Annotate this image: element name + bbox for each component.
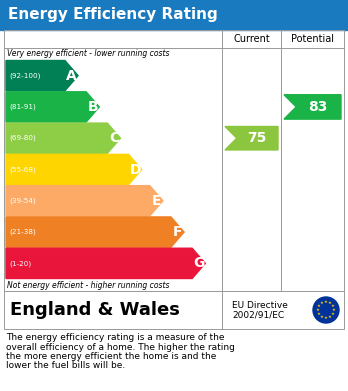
- Text: (39-54): (39-54): [9, 197, 36, 204]
- Text: Very energy efficient - lower running costs: Very energy efficient - lower running co…: [7, 50, 169, 59]
- Text: England & Wales: England & Wales: [10, 301, 180, 319]
- Text: the more energy efficient the home is and the: the more energy efficient the home is an…: [6, 352, 216, 361]
- Text: (92-100): (92-100): [9, 72, 40, 79]
- Text: F: F: [173, 225, 182, 239]
- Text: A: A: [66, 69, 77, 83]
- Text: ★: ★: [324, 316, 328, 320]
- Polygon shape: [225, 126, 278, 150]
- Text: Energy Efficiency Rating: Energy Efficiency Rating: [8, 7, 218, 23]
- Circle shape: [313, 297, 339, 323]
- Text: The energy efficiency rating is a measure of the: The energy efficiency rating is a measur…: [6, 333, 224, 342]
- Text: ★: ★: [332, 308, 336, 312]
- Text: ★: ★: [331, 304, 335, 308]
- Polygon shape: [6, 186, 163, 216]
- Text: G: G: [193, 256, 204, 270]
- Text: (55-68): (55-68): [9, 166, 36, 173]
- Bar: [4, 30, 344, 291]
- Text: Potential: Potential: [291, 34, 334, 44]
- Polygon shape: [284, 95, 341, 119]
- Text: overall efficiency of a home. The higher the rating: overall efficiency of a home. The higher…: [6, 343, 235, 352]
- Text: ★: ★: [317, 312, 321, 316]
- Text: B: B: [87, 100, 98, 114]
- Text: (21-38): (21-38): [9, 229, 36, 235]
- Text: ★: ★: [331, 312, 335, 316]
- Text: ★: ★: [316, 308, 320, 312]
- Polygon shape: [6, 61, 78, 91]
- Polygon shape: [6, 248, 205, 278]
- Polygon shape: [6, 154, 142, 185]
- Text: (81-91): (81-91): [9, 104, 36, 110]
- Bar: [0, 0, 348, 30]
- Polygon shape: [6, 92, 99, 122]
- Text: EU Directive: EU Directive: [232, 301, 288, 310]
- Bar: [4, 291, 344, 329]
- Text: ★: ★: [324, 300, 328, 304]
- Text: Current: Current: [233, 34, 270, 44]
- Text: D: D: [129, 163, 141, 176]
- Text: C: C: [109, 131, 119, 145]
- Text: ★: ★: [317, 304, 321, 308]
- Text: 75: 75: [247, 131, 267, 145]
- Text: 2002/91/EC: 2002/91/EC: [232, 310, 284, 319]
- Text: lower the fuel bills will be.: lower the fuel bills will be.: [6, 362, 125, 371]
- Text: ★: ★: [320, 315, 324, 319]
- Text: (1-20): (1-20): [9, 260, 31, 267]
- Text: Not energy efficient - higher running costs: Not energy efficient - higher running co…: [7, 280, 169, 289]
- Text: (69-80): (69-80): [9, 135, 36, 142]
- Polygon shape: [6, 217, 184, 247]
- Text: E: E: [152, 194, 161, 208]
- Text: ★: ★: [328, 315, 332, 319]
- Text: ★: ★: [328, 301, 332, 305]
- Polygon shape: [6, 123, 120, 153]
- Text: ★: ★: [320, 301, 324, 305]
- Text: 83: 83: [309, 100, 328, 114]
